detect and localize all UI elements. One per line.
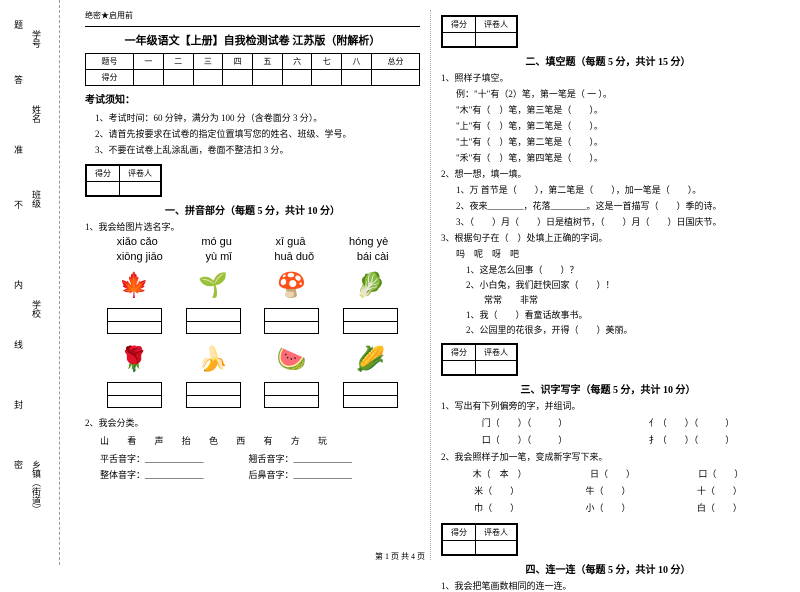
question-text: 2、想一想，填一填。	[441, 167, 775, 180]
section4-title: 四、连一连（每题 5 分，共计 10 分）	[441, 561, 775, 576]
question-text: 1、我会给图片选名字。	[85, 220, 420, 233]
margin-label: 学校	[30, 300, 43, 318]
fill-item: "土"有（ ）笔，第二笔是（ ）。	[456, 135, 775, 148]
fill-row: 木（ 本 ） 日（ ） 口（ ）	[441, 467, 775, 480]
fill-row: 米（ ） 牛（ ） 十（ ）	[441, 484, 775, 497]
question-text: 1、我会把笔画数相同的连一连。	[441, 579, 775, 592]
grass-icon: 🌱	[188, 268, 238, 303]
question-text: 2、我会照样子加一笔，变成新字写下来。	[441, 450, 775, 463]
th: 总分	[371, 54, 419, 70]
answer-grid	[186, 382, 241, 408]
notice-item: 3、不要在试卷上乱涂乱画，卷面不整洁扣 3 分。	[95, 143, 420, 156]
binding-margin: 学号 姓名 班级 学校 乡镇（街道） 题 答 准 不 内 线 封 密	[0, 0, 60, 565]
section-score-box: 得分评卷人	[441, 343, 518, 376]
image-row: 🍁 🌱 🍄 🥬	[85, 268, 420, 303]
answer-grid	[107, 308, 162, 334]
margin-dot: 内	[12, 280, 25, 289]
exam-title: 一年级语文【上册】自我检测试卷 江苏版（附解析）	[85, 32, 420, 48]
answer-grid	[186, 308, 241, 334]
fill-item: 1、我（ ）看童话故事书。	[466, 308, 775, 321]
char-list: 山 看 声 抬 色 西 有 方 玩	[85, 434, 420, 447]
mushroom-icon: 🍄	[267, 268, 317, 303]
fill-row: 口（ ）（ ） 扌（ ）（ ）	[441, 433, 775, 446]
blank-line: 整体音字：_____________ 后鼻音字：_____________	[100, 468, 420, 481]
confidential-mark: 绝密★启用前	[85, 10, 420, 21]
answer-grid	[264, 382, 319, 408]
fill-item: "禾"有（ ）笔，第四笔是（ ）。	[456, 151, 775, 164]
th: 八	[342, 54, 372, 70]
th: 二	[163, 54, 193, 70]
watermelon-icon: 🍉	[267, 342, 317, 377]
left-column: 绝密★启用前 一年级语文【上册】自我检测试卷 江苏版（附解析） 题号 一 二 三…	[75, 10, 430, 560]
fill-item: 2、小白兔，我们赶快回家（ ）！	[466, 278, 775, 291]
notice-heading: 考试须知：	[85, 91, 420, 106]
th: 五	[252, 54, 282, 70]
page-footer: 第 1 页 共 4 页	[0, 551, 800, 562]
margin-label: 学号	[30, 30, 43, 48]
section-score-box: 得分评卷人	[85, 164, 162, 197]
fill-row: 巾（ ） 小（ ） 白（ ）	[441, 501, 775, 514]
notice-item: 1、考试时间：60 分钟，满分为 100 分（含卷面分 3 分）。	[95, 111, 420, 124]
blank-line: 平舌音字：_____________ 翘舌音字：_____________	[100, 452, 420, 465]
leaf-icon: 🍁	[109, 268, 159, 303]
th: 七	[312, 54, 342, 70]
margin-dot: 封	[12, 400, 25, 409]
answer-grid	[264, 308, 319, 334]
fill-item: 2、公园里的花很多，开得（ ）美丽。	[466, 323, 775, 336]
margin-dot: 答	[12, 75, 25, 84]
image-row: 🌹 🍌 🍉 🌽	[85, 342, 420, 377]
corn-icon: 🌽	[346, 342, 396, 377]
fill-item: 2、夜来________，花落________。这是一首描写（ ）季的诗。	[456, 199, 775, 212]
pinyin-row: xiōng jiāo yù mǐ huā duǒ bái cài	[85, 251, 420, 263]
question-text: 2、我会分类。	[85, 416, 420, 429]
banana-icon: 🍌	[188, 342, 238, 377]
td: 得分	[86, 70, 134, 86]
answer-grid-row	[85, 382, 420, 408]
fill-item: 1、万 首节是（ ），第二笔是（ ），加一笔是（ ）。	[456, 183, 775, 196]
section3-title: 三、识字写字（每题 5 分，共计 10 分）	[441, 381, 775, 396]
right-column: 得分评卷人 二、填空题（每题 5 分，共计 15 分） 1、照样子填空。 例："…	[430, 10, 785, 560]
th: 六	[282, 54, 312, 70]
answer-grid	[107, 382, 162, 408]
margin-dot: 不	[12, 200, 25, 209]
section1-title: 一、拼音部分（每题 5 分，共计 10 分）	[85, 202, 420, 217]
flower-icon: 🌹	[109, 342, 159, 377]
section-score-box: 得分评卷人	[441, 15, 518, 48]
pinyin-row: xiǎo cǎo mó gu xī guā hóng yè	[85, 236, 420, 248]
char-options: 吗 呢 呀 吧	[456, 247, 775, 260]
divider	[85, 26, 420, 27]
th: 三	[193, 54, 223, 70]
score-table: 题号 一 二 三 四 五 六 七 八 总分 得分	[85, 53, 420, 86]
margin-label: 乡镇（街道）	[30, 460, 43, 514]
fill-item: 例："十"有（2）笔，第一笔是（ 一 ）。	[456, 87, 775, 100]
th: 一	[134, 54, 164, 70]
th: 四	[223, 54, 253, 70]
margin-dot: 题	[12, 20, 25, 29]
question-text: 1、照样子填空。	[441, 71, 775, 84]
fill-item: 3、（ ）月（ ）日是植树节，（ ）月（ ）日国庆节。	[456, 215, 775, 228]
margin-label: 姓名	[30, 105, 43, 123]
fill-item: "上"有（ ）笔，第二笔是（ ）。	[456, 119, 775, 132]
fill-item: 常常 非常	[466, 293, 775, 306]
section2-title: 二、填空题（每题 5 分，共计 15 分）	[441, 53, 775, 68]
cabbage-icon: 🥬	[346, 268, 396, 303]
question-text: 3、根据句子在（ ）处填上正确的字词。	[441, 231, 775, 244]
answer-grid-row	[85, 308, 420, 334]
fill-item: 1、这是怎么回事（ ）？	[466, 263, 775, 276]
margin-dot: 线	[12, 340, 25, 349]
fill-item: "木"有（ ）笔，第三笔是（ ）。	[456, 103, 775, 116]
notice-item: 2、请首先按要求在试卷的指定位置填写您的姓名、班级、学号。	[95, 127, 420, 140]
answer-grid	[343, 382, 398, 408]
answer-grid	[343, 308, 398, 334]
fill-row: 门（ ）（ ） 亻（ ）（ ）	[441, 416, 775, 429]
question-text: 1、写出有下列偏旁的字，并组词。	[441, 399, 775, 412]
margin-dot: 准	[12, 145, 25, 154]
margin-dot: 密	[12, 460, 25, 469]
th: 题号	[86, 54, 134, 70]
margin-label: 班级	[30, 190, 43, 208]
